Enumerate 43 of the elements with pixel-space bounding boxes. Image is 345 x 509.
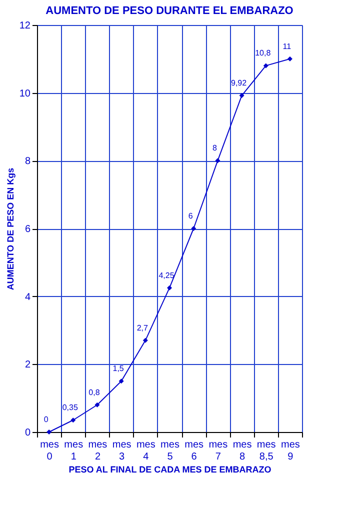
x-tick-label: mes 5 <box>160 440 180 462</box>
y-tick-label: 4 <box>24 292 31 303</box>
x-tick-label: mes 3 <box>112 440 132 462</box>
point <box>263 63 268 68</box>
point <box>287 56 292 62</box>
x-tick-label: mes 9 <box>281 440 300 462</box>
x-tick-label: mes 4 <box>136 440 156 462</box>
x-axis-title: PESO AL FINAL DE CADA MES DE EMBARAZO <box>68 464 272 474</box>
point <box>239 93 244 98</box>
data-label: 4,25 <box>158 270 175 280</box>
x-tick-label: mes 1 <box>64 440 84 462</box>
y-tick-label: 10 <box>19 88 31 100</box>
point <box>118 378 124 384</box>
data-label: 0,35 <box>62 403 78 412</box>
point <box>191 226 196 231</box>
x-tick-label: mes 2 <box>88 440 108 462</box>
x-tick-label: mes 7 <box>208 440 228 462</box>
data-label: 9,92 <box>230 78 248 88</box>
point <box>215 158 220 164</box>
data-label: 1,5 <box>112 364 124 374</box>
chart-title: AUMENTO DE PESO DURANTE EL EMBARAZO <box>46 5 294 17</box>
data-label: 8 <box>212 144 218 153</box>
y-axis-title: AUMENTO DE PESO EN Kgs <box>5 168 16 290</box>
x-tick-label: mes 6 <box>184 440 204 462</box>
point <box>167 285 172 290</box>
point <box>94 402 100 408</box>
point <box>142 338 148 343</box>
data-label: 6 <box>188 212 194 220</box>
x-tick-label: mes 0 <box>40 440 59 462</box>
data-label: 0,8 <box>88 388 100 397</box>
data-label: 10,8 <box>255 48 272 58</box>
y-tick-label: 2 <box>24 360 31 371</box>
x-tick-label: mes 8 <box>232 440 252 462</box>
y-tick-label: 0 <box>24 428 31 438</box>
x-tick-label: mes 8,5 <box>256 440 276 462</box>
data-label: 2,7 <box>136 323 149 332</box>
y-tick-label: 6 <box>24 224 31 235</box>
y-tick-label: 8 <box>24 156 31 168</box>
y-tick-label: 12 <box>19 20 31 32</box>
data-label: 0 <box>44 415 49 424</box>
point <box>46 430 52 434</box>
data-label: 11 <box>282 42 292 51</box>
point <box>70 418 76 423</box>
